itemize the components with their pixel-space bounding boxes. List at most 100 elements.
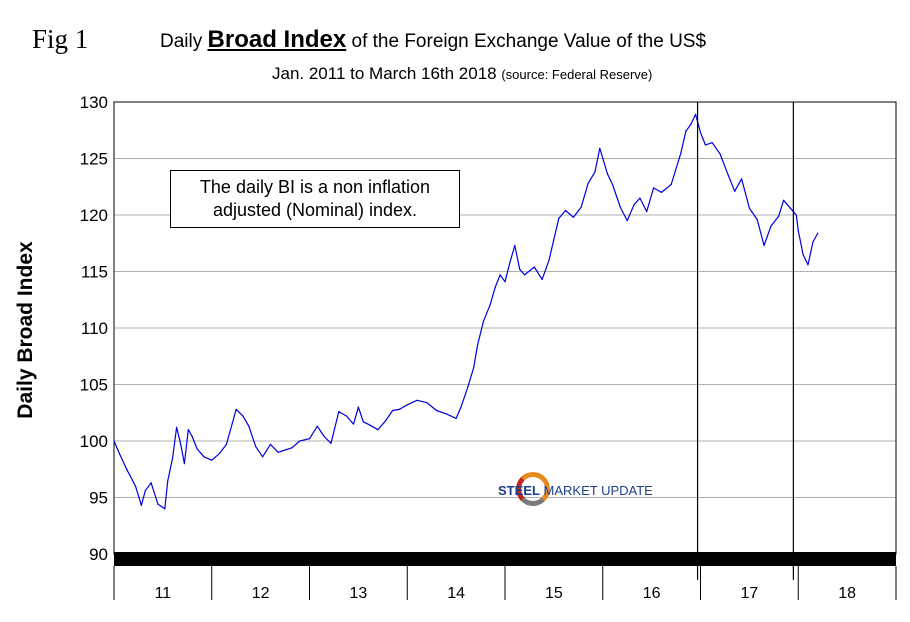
series-point — [533, 266, 535, 268]
series-point — [445, 413, 447, 415]
series-point — [611, 183, 614, 186]
series-point — [167, 479, 169, 482]
series-point — [255, 446, 257, 448]
x-tick-label-18: 18 — [838, 585, 856, 602]
series-point — [225, 443, 228, 445]
series-point — [269, 443, 271, 445]
series-point — [203, 456, 205, 458]
series-point — [587, 182, 589, 184]
series-point — [797, 230, 799, 232]
series-point — [719, 153, 721, 155]
x-tick-label-11: 11 — [155, 585, 172, 602]
series-point — [346, 415, 348, 417]
series-point — [338, 411, 340, 413]
series-point — [299, 440, 301, 442]
series-point — [523, 274, 526, 276]
series-point — [179, 442, 182, 444]
series-point — [235, 408, 237, 410]
annotation-line-1: The daily BI is a non inflation — [199, 177, 431, 197]
series-point — [594, 171, 596, 173]
series-point — [157, 503, 159, 505]
series-point — [460, 406, 462, 408]
series-point — [514, 244, 516, 247]
series-point — [509, 261, 511, 264]
x-axis-band — [114, 552, 896, 566]
series-point — [763, 244, 765, 247]
y-tick-label-100: 100 — [80, 432, 108, 451]
y-tick-label-110: 110 — [81, 319, 108, 338]
series-point — [211, 459, 213, 461]
series-point — [150, 482, 152, 484]
series-point — [191, 435, 193, 438]
logo-text: STEEL MARKET UPDATE — [498, 483, 653, 498]
y-tick-label-95: 95 — [89, 489, 108, 508]
series-point — [807, 264, 809, 266]
series-point — [187, 429, 189, 431]
series-point — [548, 259, 550, 261]
series-point — [633, 204, 635, 206]
series-point — [140, 504, 142, 507]
series-point — [607, 173, 609, 175]
logo-text-bold: STEEL — [498, 483, 540, 498]
series-point — [426, 401, 428, 404]
series-point — [795, 214, 797, 216]
series-point — [704, 144, 706, 146]
series-point — [599, 147, 601, 149]
series-point — [572, 216, 575, 218]
series-point — [291, 447, 293, 449]
series-point — [119, 453, 121, 456]
series-point — [330, 442, 332, 444]
series-point — [802, 253, 804, 256]
series-point — [218, 452, 221, 455]
series-point — [377, 429, 379, 431]
series-point — [183, 463, 185, 465]
title-prefix: Daily — [160, 31, 208, 52]
series-point — [695, 113, 697, 116]
y-tick-label-130: 130 — [80, 93, 108, 112]
x-tick-label-12: 12 — [252, 585, 270, 602]
series-point — [812, 241, 814, 243]
series-point — [175, 426, 178, 429]
series-point — [711, 142, 713, 144]
title-emphasis: Broad Index — [207, 26, 347, 53]
series-point — [242, 415, 244, 417]
series-point — [580, 206, 582, 208]
series-point — [660, 191, 663, 193]
series-point — [626, 220, 628, 222]
series-point — [455, 417, 457, 419]
series-point — [362, 421, 364, 423]
series-point — [494, 286, 496, 288]
series-point — [519, 268, 521, 270]
series-point — [504, 281, 506, 283]
series-point — [646, 211, 648, 213]
series-line-0 — [113, 113, 819, 510]
annotation-line-2: adjusted (Nominal) index. — [212, 200, 418, 220]
series-point — [196, 448, 198, 450]
series-point — [734, 190, 736, 192]
series-point — [467, 386, 469, 388]
series-point — [817, 232, 819, 234]
series-point — [565, 209, 567, 212]
y-tick-label-105: 105 — [80, 376, 108, 395]
series-point — [369, 424, 371, 426]
y-tick-label-120: 120 — [80, 206, 108, 225]
series-point — [477, 344, 479, 346]
series-point — [323, 435, 325, 438]
series-point — [499, 274, 501, 276]
series-point — [558, 217, 560, 219]
series-point — [756, 218, 758, 221]
series-point — [134, 485, 137, 487]
series-point — [670, 183, 672, 186]
series-point — [284, 449, 286, 451]
y-tick-label-90: 90 — [89, 545, 108, 564]
x-tick-label-13: 13 — [349, 585, 367, 602]
chart-title: Daily Broad Index of the Foreign Exchang… — [160, 26, 706, 54]
figure-label: Fig 1 — [32, 24, 89, 54]
series-point — [727, 173, 729, 175]
series-point — [789, 207, 792, 209]
series-point — [398, 408, 401, 410]
series-point — [680, 152, 682, 154]
series-point — [685, 130, 687, 132]
x-tick-label-17: 17 — [740, 585, 758, 602]
x-tick-label-16: 16 — [643, 585, 661, 602]
